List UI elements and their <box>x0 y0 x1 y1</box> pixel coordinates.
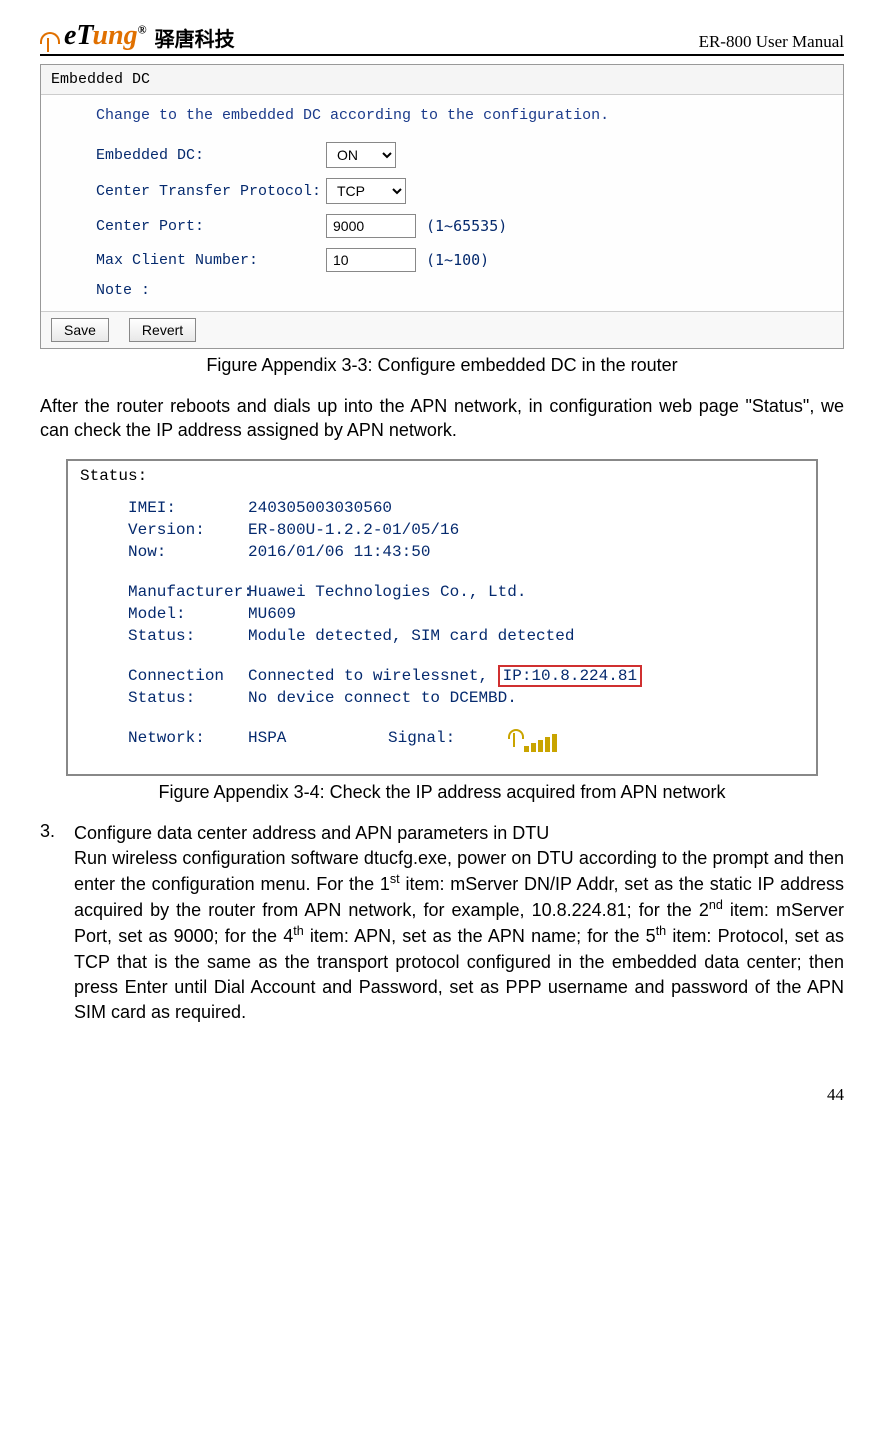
paragraph-1: After the router reboots and dials up in… <box>40 394 844 443</box>
value-connection-1: Connected to wirelessnet, IP:10.8.224.81 <box>248 667 642 685</box>
step-title: Configure data center address and APN pa… <box>74 823 549 843</box>
row-max-client: Max Client Number: (1~100) <box>96 248 813 272</box>
value-connection-2: No device connect to DCEMBD. <box>248 689 517 707</box>
row-protocol: Center Transfer Protocol: TCP <box>96 178 813 204</box>
label-manufacturer: Manufacturer: <box>128 583 248 601</box>
figure-caption-2: Figure Appendix 3-4: Check the IP addres… <box>40 782 844 803</box>
sup-1st: st <box>390 872 400 886</box>
hint-port: (1~65535) <box>426 217 507 235</box>
label-connection-1: Connection <box>128 667 248 685</box>
input-max-client[interactable] <box>326 248 416 272</box>
label-imei: IMEI: <box>128 499 248 517</box>
logo-text: eTung® <box>64 20 147 52</box>
embedded-dc-panel: Embedded DC Change to the embedded DC ac… <box>40 64 844 349</box>
label-max-client: Max Client Number: <box>96 252 326 269</box>
select-embedded-dc[interactable]: ON <box>326 142 396 168</box>
page-header: eTung® 驿唐科技 ER-800 User Manual <box>40 20 844 56</box>
header-right-text: ER-800 User Manual <box>699 32 844 52</box>
step-3: 3. Configure data center address and APN… <box>40 821 844 1026</box>
step-number: 3. <box>40 821 74 1026</box>
conn-prefix: Connected to wirelessnet, <box>248 667 498 685</box>
logo-chinese: 驿唐科技 <box>155 23 235 52</box>
label-now: Now: <box>128 543 248 561</box>
value-version: ER-800U-1.2.2-01/05/16 <box>248 521 459 539</box>
row-status: Status: Module detected, SIM card detect… <box>128 627 776 645</box>
panel-title: Embedded DC <box>41 65 843 95</box>
value-network: HSPA <box>248 729 388 752</box>
save-button[interactable]: Save <box>51 318 109 342</box>
label-model: Model: <box>128 605 248 623</box>
label-port: Center Port: <box>96 218 326 235</box>
panel-description: Change to the embedded DC according to t… <box>96 107 813 124</box>
input-port[interactable] <box>326 214 416 238</box>
step-text-4: item: APN, set as the APN name; for the … <box>304 926 656 946</box>
row-network: Network: HSPA Signal: <box>128 729 776 752</box>
label-status: Status: <box>128 627 248 645</box>
hint-max-client: (1~100) <box>426 251 489 269</box>
row-imei: IMEI: 240305003030560 <box>128 499 776 517</box>
sup-4th: th <box>293 924 304 938</box>
revert-button[interactable]: Revert <box>129 318 196 342</box>
value-imei: 240305003030560 <box>248 499 392 517</box>
step-body: Configure data center address and APN pa… <box>74 821 844 1026</box>
value-manufacturer: Huawei Technologies Co., Ltd. <box>248 583 526 601</box>
panel-footer: Save Revert <box>41 311 843 348</box>
figure-caption-1: Figure Appendix 3-3: Configure embedded … <box>40 355 844 376</box>
status-body: IMEI: 240305003030560 Version: ER-800U-1… <box>68 495 816 774</box>
logo-registered: ® <box>138 23 147 37</box>
label-protocol: Center Transfer Protocol: <box>96 183 326 200</box>
value-status: Module detected, SIM card detected <box>248 627 574 645</box>
value-model: MU609 <box>248 605 296 623</box>
value-now: 2016/01/06 11:43:50 <box>248 543 430 561</box>
note-label: Note : <box>96 282 813 299</box>
row-connection-1: Connection Connected to wirelessnet, IP:… <box>128 667 776 685</box>
row-port: Center Port: (1~65535) <box>96 214 813 238</box>
antenna-icon <box>40 32 56 52</box>
status-panel: Status: IMEI: 240305003030560 Version: E… <box>66 459 818 776</box>
row-model: Model: MU609 <box>128 605 776 623</box>
page-number: 44 <box>40 1085 844 1105</box>
panel-body: Change to the embedded DC according to t… <box>41 95 843 311</box>
logo-block: eTung® 驿唐科技 <box>40 20 235 52</box>
label-embedded-dc: Embedded DC: <box>96 147 326 164</box>
label-connection-2: Status: <box>128 689 248 707</box>
label-version: Version: <box>128 521 248 539</box>
row-now: Now: 2016/01/06 11:43:50 <box>128 543 776 561</box>
row-connection-2: Status: No device connect to DCEMBD. <box>128 689 776 707</box>
select-protocol[interactable]: TCP <box>326 178 406 204</box>
row-version: Version: ER-800U-1.2.2-01/05/16 <box>128 521 776 539</box>
ip-highlight: IP:10.8.224.81 <box>498 665 642 687</box>
label-signal: Signal: <box>388 729 508 752</box>
logo-suffix: ung <box>93 20 138 51</box>
row-embedded-dc: Embedded DC: ON <box>96 142 813 168</box>
label-network: Network: <box>128 729 248 752</box>
sup-2nd: nd <box>709 898 723 912</box>
signal-icon <box>508 729 559 752</box>
logo-prefix: eT <box>64 20 93 51</box>
sup-5th: th <box>656 924 667 938</box>
status-title: Status: <box>68 461 816 495</box>
row-manufacturer: Manufacturer: Huawei Technologies Co., L… <box>128 583 776 601</box>
